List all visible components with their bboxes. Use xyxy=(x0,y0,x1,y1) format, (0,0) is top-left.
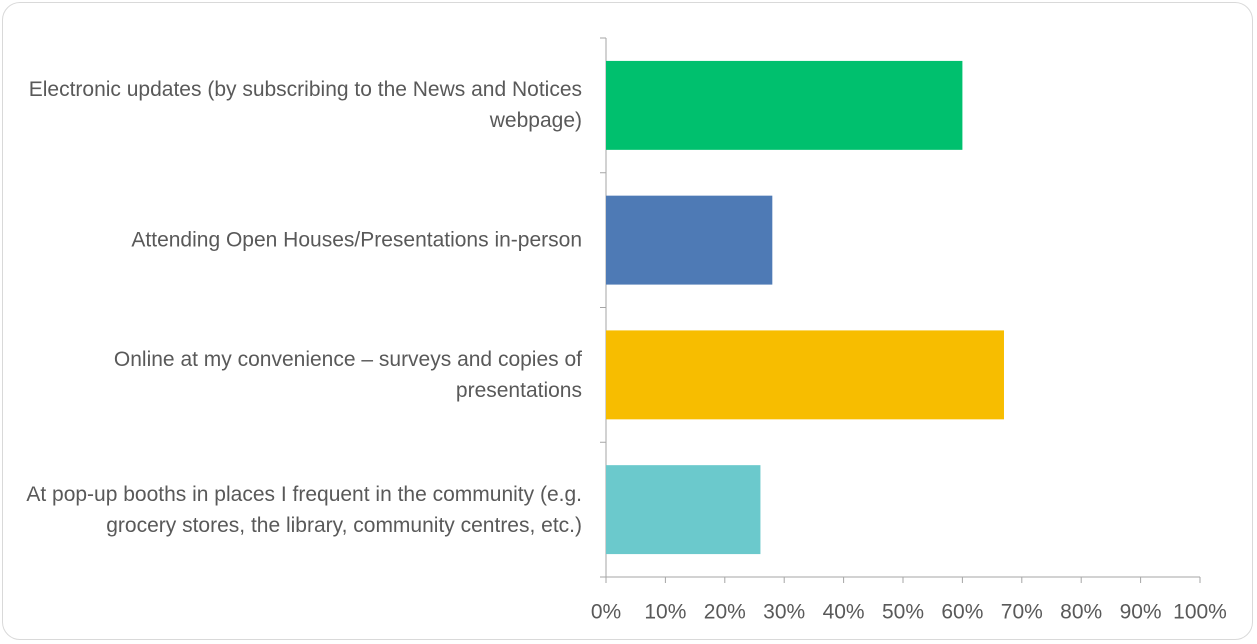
x-tick-label: 10% xyxy=(644,601,686,624)
x-tick-label: 80% xyxy=(1060,601,1102,624)
bar xyxy=(606,330,1004,420)
bar xyxy=(606,465,761,555)
category-label: At pop-up booths in places I frequent in… xyxy=(26,482,582,537)
bar xyxy=(606,195,773,285)
x-tick-label: 50% xyxy=(882,601,924,624)
x-tick-label: 100% xyxy=(1173,601,1227,624)
x-tick-label: 20% xyxy=(704,601,746,624)
x-tick-label: 40% xyxy=(823,601,865,624)
category-label: Electronic updates (by subscribing to th… xyxy=(28,78,582,133)
x-tick-label: 0% xyxy=(591,601,621,624)
x-tick-label: 60% xyxy=(941,601,983,624)
bar xyxy=(606,60,963,150)
x-tick-label: 90% xyxy=(1120,601,1162,624)
x-tick-label: 30% xyxy=(763,601,805,624)
x-tick-label: 70% xyxy=(1001,601,1043,624)
category-label: Online at my convenience – surveys and c… xyxy=(113,347,582,402)
category-label: Attending Open Houses/Presentations in-p… xyxy=(131,228,582,252)
